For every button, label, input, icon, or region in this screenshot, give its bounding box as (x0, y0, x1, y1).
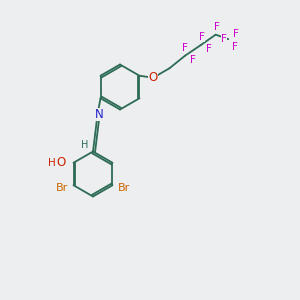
Text: Br: Br (56, 183, 68, 193)
Text: F: F (206, 44, 212, 54)
Text: N: N (95, 108, 104, 121)
Text: F: F (199, 32, 205, 42)
Text: O: O (56, 156, 65, 169)
Text: F: F (221, 34, 227, 44)
Text: F: F (232, 42, 238, 52)
Text: F: F (190, 55, 196, 65)
Text: O: O (148, 71, 158, 84)
Text: Br: Br (118, 183, 130, 193)
Text: H: H (81, 140, 88, 150)
Text: F: F (182, 43, 188, 52)
Text: H: H (48, 158, 56, 168)
Text: F: F (233, 29, 239, 39)
Text: F: F (214, 22, 220, 32)
